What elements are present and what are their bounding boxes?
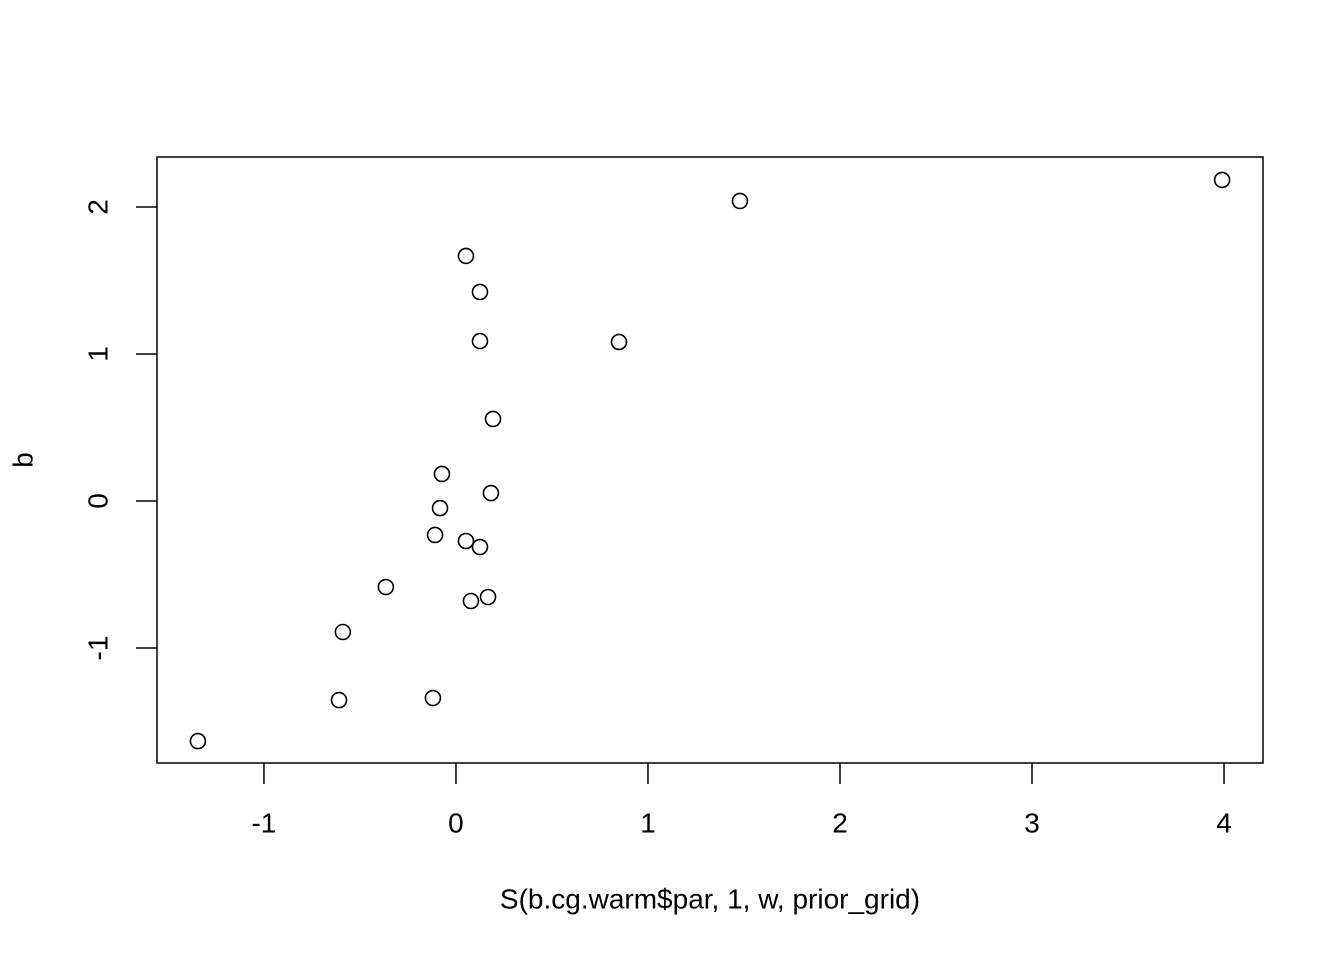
x-tick-label: 1 — [640, 807, 656, 838]
point — [731, 192, 749, 210]
x-axis-title: S(b.cg.warm$par, 1, w, prior_grid) — [500, 883, 920, 914]
point — [330, 691, 348, 709]
point — [426, 526, 444, 544]
y-tick-label: 1 — [82, 346, 113, 362]
y-tick-label: 2 — [82, 199, 113, 215]
point — [457, 247, 475, 265]
point — [479, 588, 497, 606]
y-tick-label: -1 — [82, 636, 113, 661]
point — [431, 499, 449, 517]
point — [377, 578, 395, 596]
point — [424, 689, 442, 707]
x-tick-label: -1 — [251, 807, 276, 838]
plot-frame — [156, 156, 1264, 764]
point — [610, 333, 628, 351]
point — [334, 623, 352, 641]
point — [484, 410, 502, 428]
point — [482, 484, 500, 502]
point — [189, 732, 207, 750]
point — [462, 592, 480, 610]
x-tick-label: 4 — [1216, 807, 1232, 838]
point — [471, 538, 489, 556]
point — [471, 332, 489, 350]
y-tick-label: 0 — [82, 493, 113, 509]
x-tick-label: 2 — [832, 807, 848, 838]
point — [1213, 171, 1231, 189]
y-axis-title: b — [7, 452, 38, 468]
point — [433, 465, 451, 483]
point — [457, 532, 475, 550]
x-tick-label: 3 — [1024, 807, 1040, 838]
x-tick-label: 0 — [448, 807, 464, 838]
point — [471, 283, 489, 301]
